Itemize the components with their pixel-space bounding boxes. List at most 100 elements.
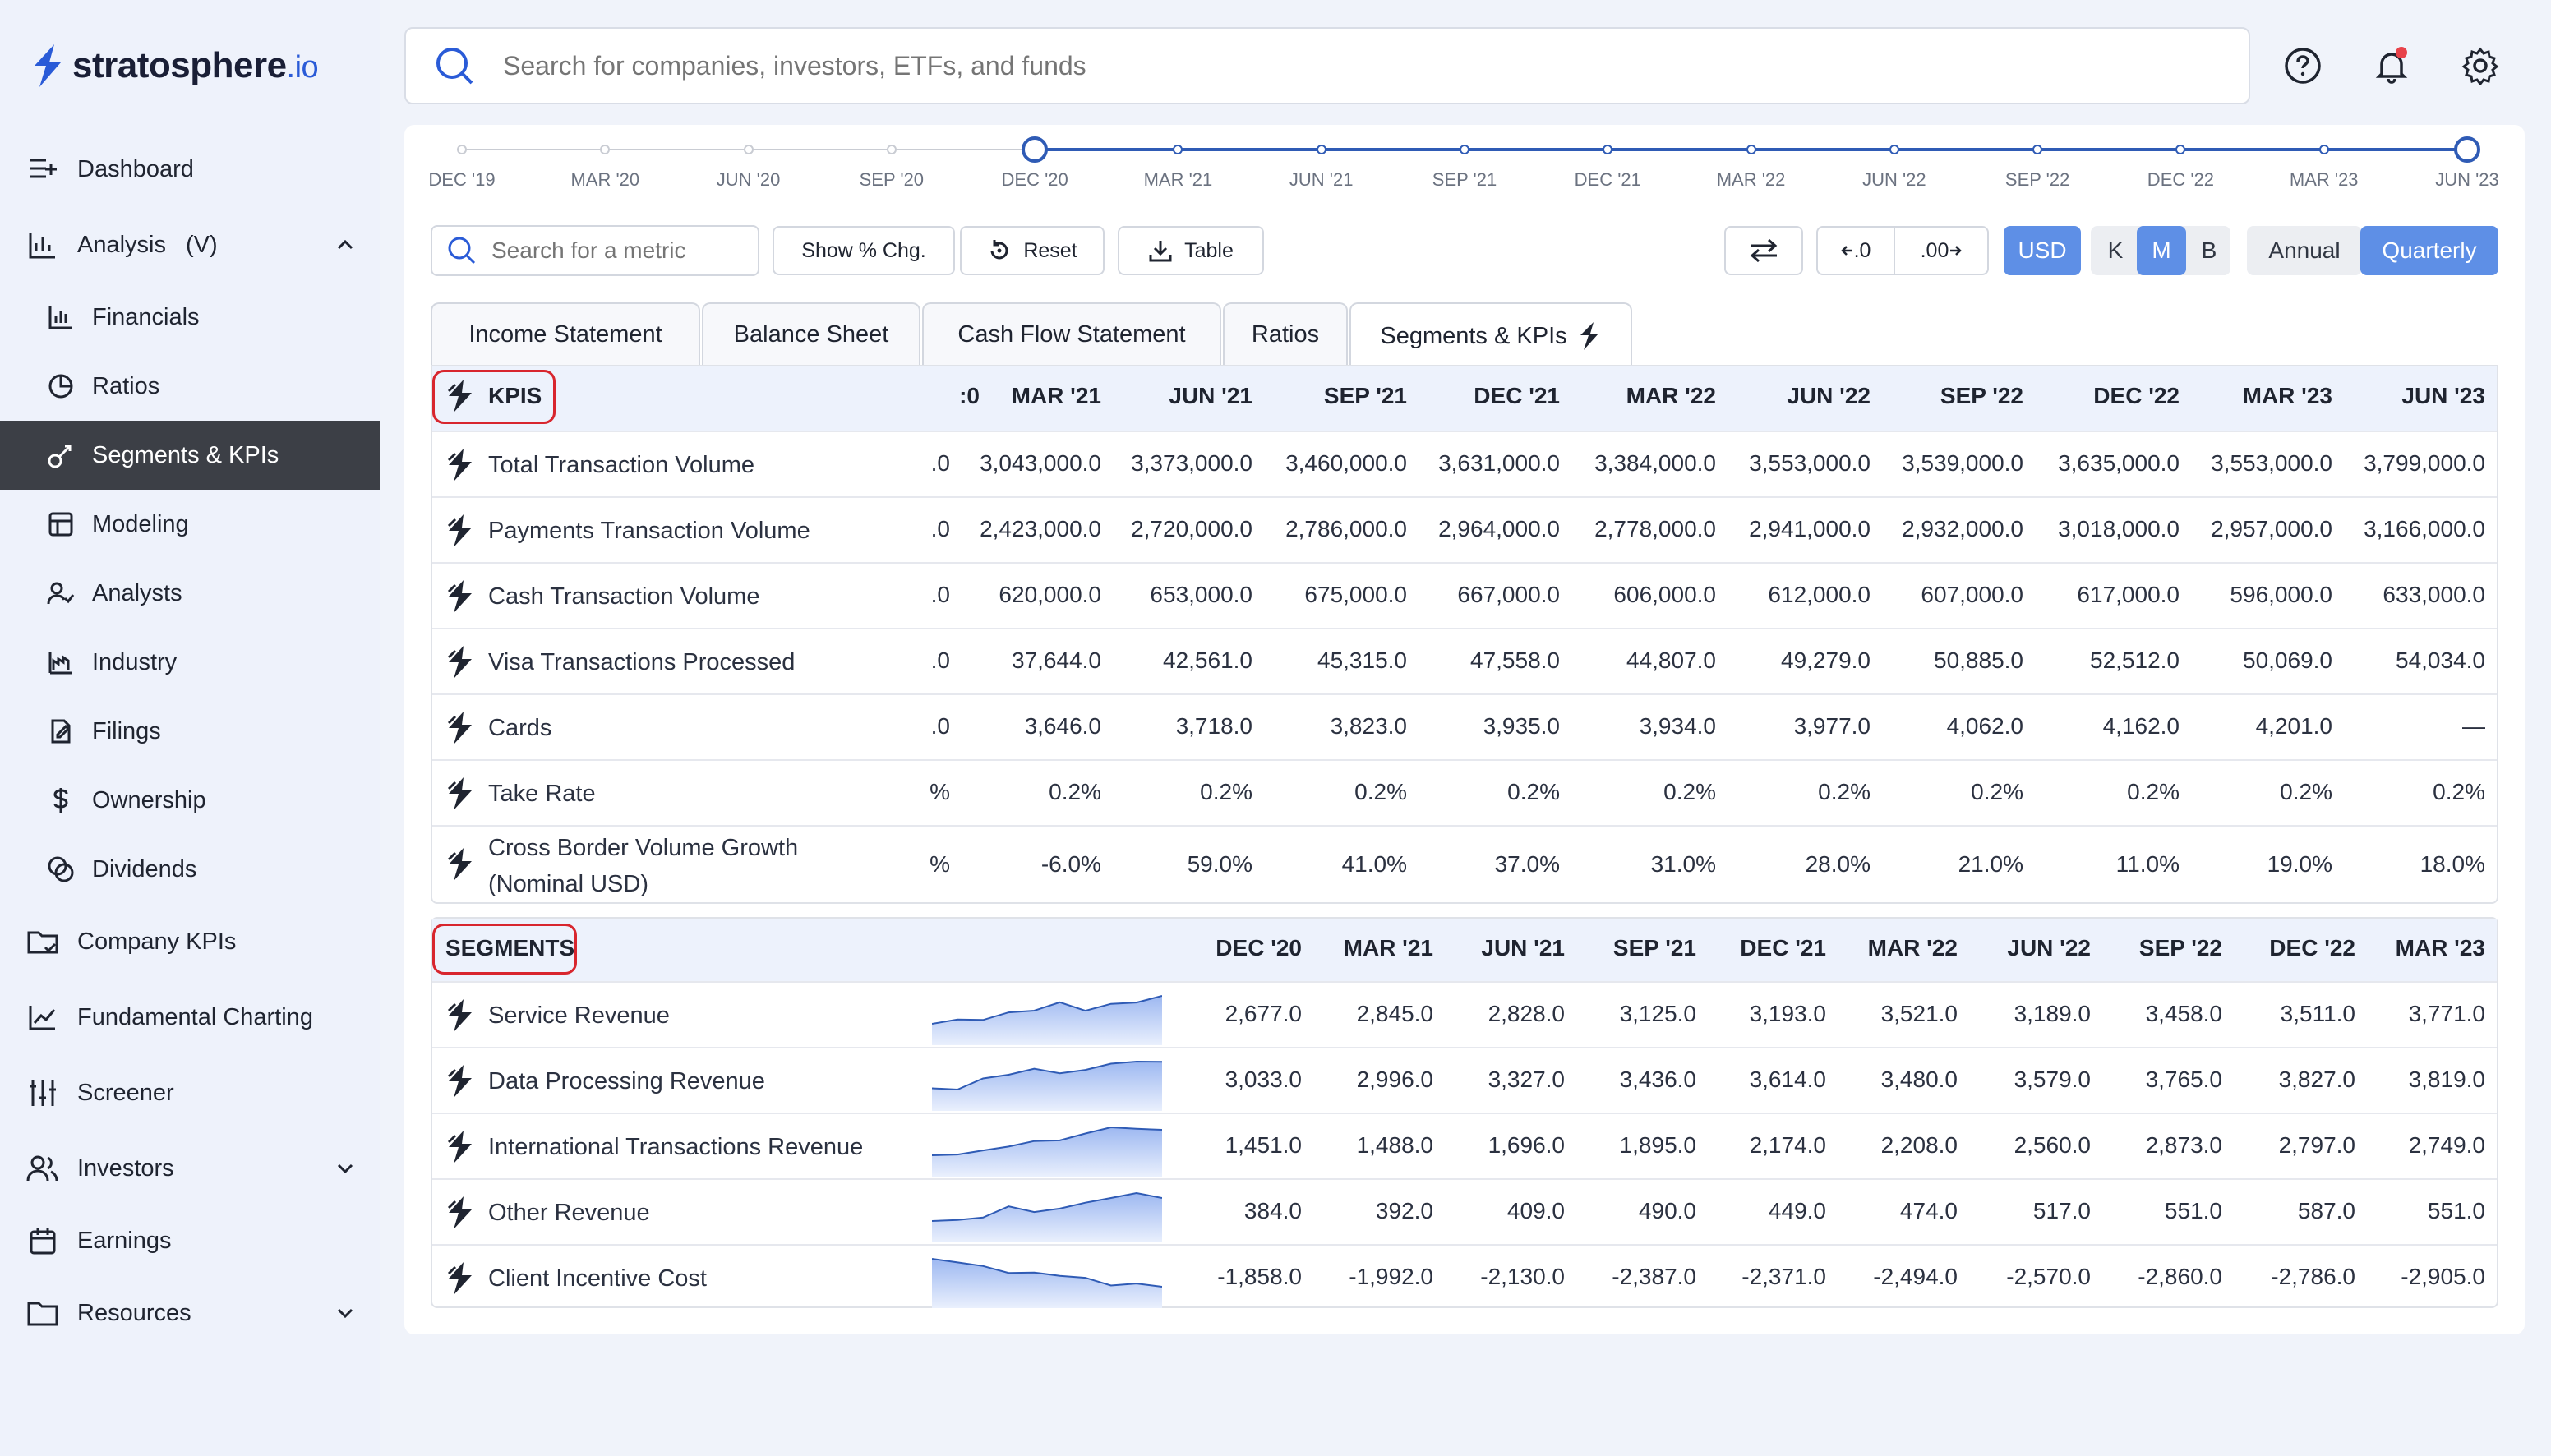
column-header: SEP '21: [1323, 383, 1407, 408]
chevron-up-icon[interactable]: [334, 233, 357, 256]
chevron-down-icon[interactable]: [334, 1157, 357, 1180]
global-search[interactable]: [404, 27, 2250, 104]
bolt-icon: [447, 999, 472, 1032]
nav-investors[interactable]: Investors: [0, 1134, 380, 1203]
timeline-tick[interactable]: [1316, 145, 1326, 154]
table-row[interactable]: Take Rate% 0.2% 0.2% 0.2% 0.2% 0.2% 0.2% 0.2% 0.…: [432, 759, 2497, 825]
timeline-tick[interactable]: [2175, 145, 2186, 154]
timeline-tick[interactable]: [1460, 145, 1469, 154]
swap-button[interactable]: [1724, 226, 1803, 275]
nav-analysts[interactable]: Analysts: [0, 559, 380, 628]
increase-decimals-button[interactable]: .00: [1894, 226, 1989, 275]
notification-bell-icon[interactable]: [2372, 46, 2411, 85]
table-export-button[interactable]: Table: [1118, 226, 1264, 275]
unit-m-button[interactable]: M: [2137, 226, 2186, 275]
kpi-name: Cards: [488, 715, 552, 741]
table-row[interactable]: Service Revenue 2,677.0 2,845.0 2,828.0 3,1…: [432, 981, 2497, 1047]
nav-filings[interactable]: Filings: [0, 697, 380, 766]
table-row[interactable]: Cross Border Volume Growth (Nominal USD)%…: [432, 825, 2497, 905]
timeline-tick[interactable]: [457, 145, 467, 154]
kpi-cell: 18.0%: [2420, 851, 2485, 877]
unit-b-button[interactable]: B: [2188, 226, 2230, 275]
table-row[interactable]: Client Incentive Cost -1,858.0 -1,992.0 -2…: [432, 1244, 2497, 1310]
charting-icon: [25, 999, 61, 1035]
segment-cell: 2,797.0: [2278, 1132, 2355, 1158]
annual-button[interactable]: Annual: [2247, 226, 2362, 275]
nav-resources[interactable]: Resources: [0, 1279, 380, 1348]
nav-dividends[interactable]: Dividends: [0, 835, 380, 904]
segments-highlight-badge: [432, 924, 577, 975]
tab-ratios[interactable]: Ratios: [1223, 302, 1348, 365]
timeline-handle[interactable]: [2454, 136, 2480, 163]
timeline-tick[interactable]: [886, 145, 897, 154]
table-row[interactable]: International Transactions Revenue 1,451…: [432, 1113, 2497, 1178]
timeline-tick[interactable]: [600, 145, 611, 154]
chevron-down-icon[interactable]: [334, 1302, 357, 1325]
unit-k-button[interactable]: K: [2094, 226, 2137, 275]
table-row[interactable]: Data Processing Revenue 3,033.0 2,996.0 3,…: [432, 1047, 2497, 1113]
table-row[interactable]: Total Transaction Volume .0 3,043,000.0 3,3…: [432, 431, 2497, 496]
kpi-cell: 667,000.0: [1457, 582, 1560, 607]
timeline-tick[interactable]: [1889, 145, 1899, 154]
nav-fundamental-charting[interactable]: Fundamental Charting: [0, 983, 380, 1052]
segment-cell: -1,992.0: [1349, 1264, 1433, 1289]
tab-cash-flow-statement[interactable]: Cash Flow Statement: [922, 302, 1221, 365]
nav-company-kpis[interactable]: Company KPIs: [0, 907, 380, 976]
segment-cell: 392.0: [1375, 1198, 1433, 1223]
table-row[interactable]: Other Revenue 384.0 392.0 409.0 490.0 449.0 4…: [432, 1178, 2497, 1244]
kpi-name: Cash Transaction Volume: [488, 583, 760, 610]
segment-cell: 551.0: [2427, 1198, 2485, 1223]
kpi-cell: 0.2%: [2280, 779, 2332, 804]
table-row[interactable]: Cards .0 3,646.0 3,718.0 3,823.0 3,935.0 3,934…: [432, 693, 2497, 759]
nav-label: Segments & KPIs: [92, 441, 279, 468]
timeline-tick[interactable]: [1746, 145, 1756, 154]
timeline-tick[interactable]: [2318, 145, 2329, 154]
kpi-cell: 0.2%: [2127, 779, 2180, 804]
nav-dashboard[interactable]: Dashboard: [0, 135, 380, 204]
nav-industry[interactable]: Industry: [0, 628, 380, 697]
kpi-cell: 3,460,000.0: [1285, 450, 1407, 476]
kpi-name: Payments Transaction Volume: [488, 518, 810, 544]
segment-cell: 3,480.0: [1880, 1067, 1958, 1092]
logo[interactable]: stratosphere.io: [30, 39, 319, 92]
nav-earnings[interactable]: Earnings: [0, 1206, 380, 1275]
tab-balance-sheet[interactable]: Balance Sheet: [702, 302, 920, 365]
timeline-label: MAR '20: [570, 169, 640, 190]
global-search-input[interactable]: [503, 50, 2147, 81]
reset-button[interactable]: Reset: [960, 226, 1105, 275]
segment-cell: 2,677.0: [1225, 1001, 1302, 1026]
timeline-tick[interactable]: [1603, 145, 1613, 154]
currency-button[interactable]: USD: [2004, 226, 2081, 275]
bolt-icon: [447, 848, 472, 881]
timeline-label: DEC '20: [1001, 169, 1068, 190]
metric-search-input[interactable]: [491, 237, 738, 264]
tab-income-statement[interactable]: Income Statement: [431, 302, 700, 365]
table-row[interactable]: Visa Transactions Processed .0 37,644.0 42,…: [432, 628, 2497, 693]
decrease-decimals-button[interactable]: .0: [1816, 226, 1895, 275]
nav-segments-kpis[interactable]: Segments & KPIs: [0, 421, 380, 490]
kpi-cell: 0.2%: [1818, 779, 1871, 804]
segments-title: SEGMENTS: [445, 935, 575, 961]
nav-ratios[interactable]: Ratios: [0, 352, 380, 421]
nav-financials[interactable]: Financials: [0, 283, 380, 352]
table-row[interactable]: Cash Transaction Volume .0 620,000.0 653,00…: [432, 562, 2497, 628]
nav-ownership[interactable]: Ownership: [0, 766, 380, 835]
segment-cell: 3,579.0: [2014, 1067, 2091, 1092]
help-icon[interactable]: [2283, 46, 2323, 85]
kpi-cell: 49,279.0: [1781, 647, 1871, 673]
timeline-tick[interactable]: [1173, 145, 1183, 154]
quarterly-button[interactable]: Quarterly: [2360, 226, 2498, 275]
show-pct-change-button[interactable]: Show % Chg.: [773, 226, 955, 275]
nav-screener[interactable]: Screener: [0, 1058, 380, 1127]
tab-segments-kpis[interactable]: Segments & KPIs: [1349, 302, 1632, 368]
table-row[interactable]: Payments Transaction Volume .0 2,423,000.0…: [432, 496, 2497, 562]
timeline-handle[interactable]: [1022, 136, 1049, 163]
timeline-tick[interactable]: [743, 145, 754, 154]
gear-icon[interactable]: [2461, 46, 2500, 85]
nav-modeling[interactable]: Modeling: [0, 490, 380, 559]
timeline-tick[interactable]: [2032, 145, 2043, 154]
column-header: JUN '21: [1481, 935, 1565, 961]
column-header: MAR '22: [1867, 935, 1958, 961]
metric-search[interactable]: [431, 225, 759, 276]
nav-analysis[interactable]: Analysis (V): [0, 210, 380, 279]
